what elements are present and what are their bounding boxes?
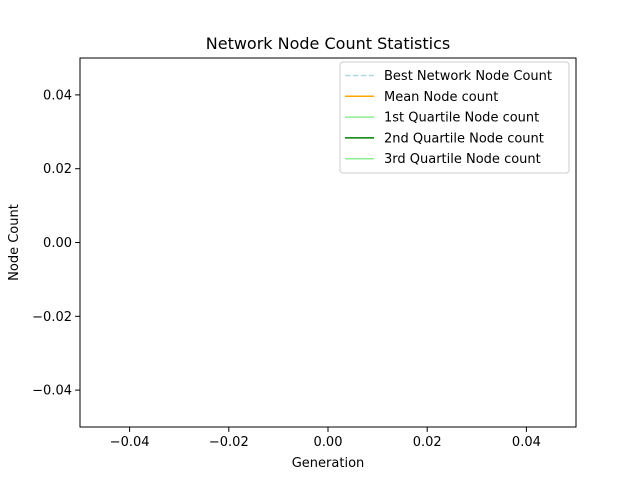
legend-label: Mean Node count <box>384 90 498 105</box>
y-axis: 0.04 0.02 0.00 −0.02 −0.04 <box>32 88 80 399</box>
y-tick-label: 0.00 <box>43 236 72 251</box>
y-tick-label: 0.04 <box>43 88 72 103</box>
x-axis: −0.04 −0.02 0.00 0.02 0.04 <box>110 427 541 450</box>
legend: Best Network Node Count Mean Node count 1s… <box>339 61 570 174</box>
y-tick-label: −0.04 <box>32 384 72 399</box>
x-tick-label: −0.02 <box>209 435 249 450</box>
chart-title: Network Node Count Statistics <box>206 34 450 53</box>
x-tick-label: −0.04 <box>110 435 150 450</box>
x-tick-label: 0.00 <box>314 435 343 450</box>
legend-label: 1st Quartile Node count <box>384 111 539 126</box>
legend-box <box>339 61 570 174</box>
y-axis-label: Node Count <box>7 204 22 281</box>
legend-label: 3rd Quartile Node count <box>384 152 541 167</box>
x-axis-label: Generation <box>292 456 365 471</box>
legend-label: 2nd Quartile Node count <box>384 131 544 146</box>
x-tick-label: 0.02 <box>413 435 442 450</box>
y-tick-label: 0.02 <box>43 162 72 177</box>
x-tick-label: 0.04 <box>512 435 541 450</box>
legend-label: Best Network Node Count <box>384 69 552 84</box>
y-tick-label: −0.02 <box>32 310 72 325</box>
